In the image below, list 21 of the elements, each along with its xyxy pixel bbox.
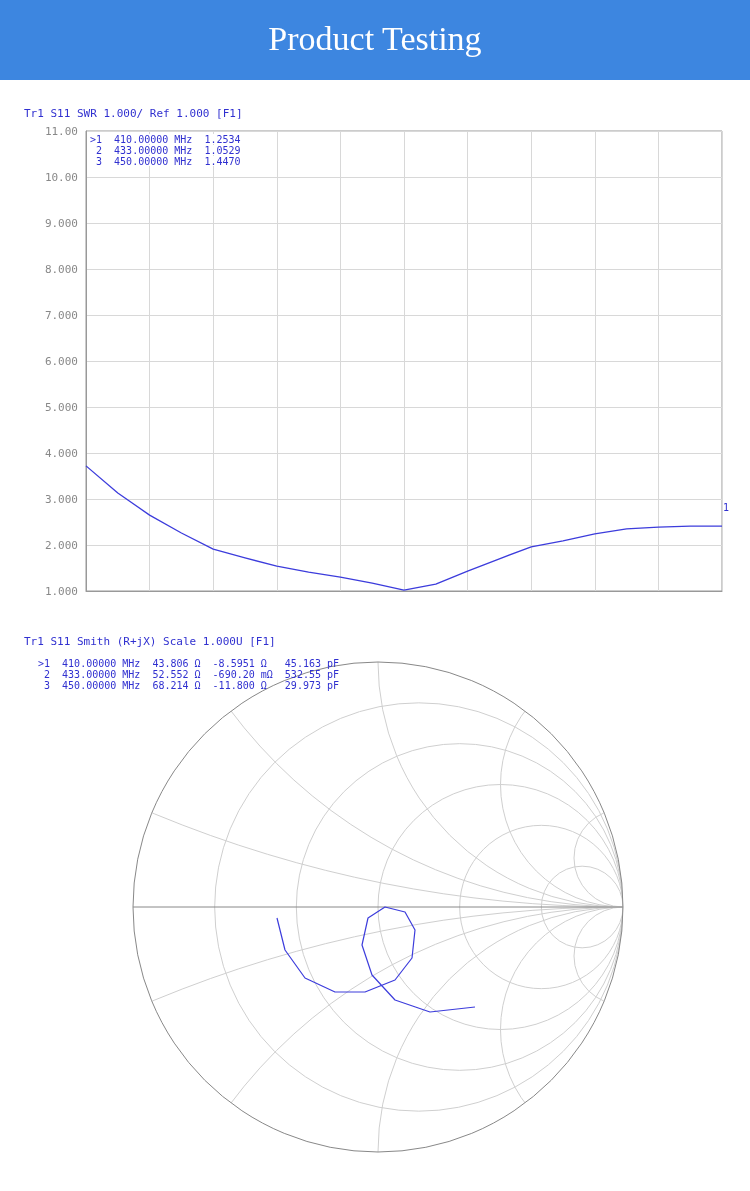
y-tick-label: 7.000	[44, 308, 78, 322]
text: 1	[723, 501, 730, 513]
y-tick-label: 8.000	[44, 262, 78, 276]
annotation: 2 433.00000 MHz 1.0529	[90, 144, 241, 156]
chart-title: Product Testing	[0, 0, 750, 80]
y-tick-label: 5.000	[44, 400, 78, 414]
y-tick-label: 10.00	[44, 170, 78, 184]
text: >1 410.00000 MHz 43.806 Ω -8.5951 Ω 45.163 pF	[38, 658, 340, 669]
y-tick-label: 9.000	[44, 216, 78, 230]
chart-subtitle: Tr1 S11 SWR 1.000/ Ref 1.000 [F1]	[24, 107, 243, 120]
y-tick-label: 6.000	[44, 354, 78, 368]
y-tick-label: 2.000	[44, 538, 78, 552]
y-tick-label: 4.000	[44, 446, 78, 460]
y-tick-label: 3.000	[44, 492, 78, 506]
annotation: 3 450.00000 MHz 1.4470	[90, 155, 241, 167]
text: 2 433.00000 MHz 52.552 Ω -690.20 mΩ 532.55 pF	[43, 669, 340, 680]
text: 3 450.00000 MHz 68.214 Ω -11.800 Ω 29.973 pF	[43, 680, 340, 691]
text: Tr1 S11 Smith (R+jX) Scale 1.000U [F1]	[24, 635, 276, 648]
annotation: >1 410.00000 MHz 1.2534	[90, 133, 241, 145]
y-tick-label: 1.000	[44, 584, 78, 598]
y-tick-label: 11.00	[44, 124, 78, 138]
